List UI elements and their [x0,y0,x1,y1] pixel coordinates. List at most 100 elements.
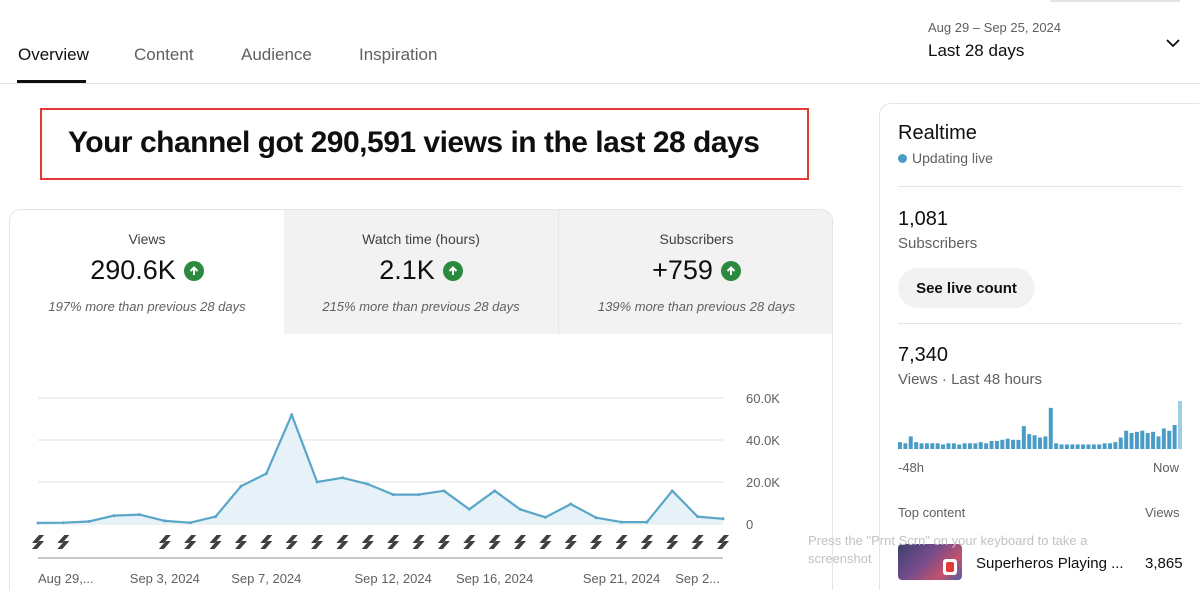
views-column-heading: Views [1145,505,1180,520]
date-range-label: Last 28 days [928,41,1025,60]
realtime-bar [1086,444,1091,449]
realtime-bar [994,441,999,449]
upload-marker-icon [640,535,653,549]
realtime-subscribers-label: Subscribers [898,235,978,252]
top-content-views: 3,865 [1145,555,1183,572]
tab-content[interactable]: Content [134,45,194,64]
tab-inspiration[interactable]: Inspiration [359,45,438,64]
realtime-views-value: 7,340 [898,344,949,366]
realtime-bar [1151,431,1156,449]
data-point [264,472,268,476]
data-point [442,489,446,493]
realtime-bar [968,443,972,449]
arrow-up-icon [183,260,204,281]
metric-label: Subscribers [659,231,734,247]
realtime-bar [1043,436,1048,449]
upload-marker-icon [615,535,628,549]
realtime-bar [978,442,983,449]
realtime-bar [898,442,902,449]
realtime-axis-end: Now [1153,460,1180,475]
data-point [112,514,116,518]
realtime-bar [951,443,956,449]
date-range-selector[interactable]: Aug 29 – Sep 25, 2024 Last 28 days [928,20,1061,61]
see-live-count-button[interactable]: See live count [898,268,1035,308]
realtime-bar [1005,438,1010,449]
metric-tab-watch-time[interactable]: Watch time (hours) 2.1K 215% more than p… [284,210,558,334]
realtime-card: Realtime Updating live 1,081 Subscribers… [879,103,1200,590]
data-point [493,489,497,493]
divider [898,186,1182,187]
data-point [214,515,218,519]
data-point [87,519,91,523]
realtime-bar [1021,426,1026,449]
y-tick-label: 20.0K [746,475,780,490]
y-tick-label: 60.0K [746,391,780,406]
x-tick-label: Sep 7, 2024 [231,571,301,586]
x-tick-label: Sep 21, 2024 [583,571,660,586]
data-point [620,520,624,524]
date-range-dates: Aug 29 – Sep 25, 2024 [928,20,1062,35]
upload-marker-icon [666,535,679,549]
upload-marker-icon [158,535,171,549]
live-status: Updating live [898,150,993,166]
upload-marker-icon [387,535,400,549]
realtime-bar [1032,435,1037,449]
realtime-bar [1048,407,1053,449]
video-thumbnail[interactable] [898,544,962,580]
upload-marker-icon [590,535,603,549]
realtime-bar [957,444,962,449]
header-edge [1050,0,1180,2]
x-tick-label: Aug 29,... [38,571,94,586]
metric-value: 290.6K [90,255,176,285]
x-tick-label: Sep 12, 2024 [355,571,432,586]
realtime-bar [1000,439,1005,449]
data-point [61,521,65,525]
realtime-views-label: Views · Last 48 hours [898,371,1042,388]
data-point [366,482,370,486]
realtime-bar [1091,444,1096,449]
realtime-bar [924,443,929,449]
metric-comparison: 197% more than previous 28 days [48,299,246,314]
realtime-bar [1054,443,1059,449]
divider [898,323,1182,324]
y-tick-label: 0 [746,517,753,532]
x-tick-label: Sep 3, 2024 [130,571,200,586]
realtime-bar [1172,425,1177,449]
active-tab-indicator [17,80,86,83]
realtime-bar [1124,430,1129,449]
realtime-bar [1178,401,1182,449]
upload-marker-icon [514,535,527,549]
page-headline: Your channel got 290,591 views in the la… [68,126,760,159]
views-chart: 60.0K 40.0K 20.0K 0 Aug 29,... Sep 3, 2024 Sep… [32,391,780,586]
data-point [518,507,522,511]
metric-tab-subscribers[interactable]: Subscribers +759 139% more than previous… [558,210,832,334]
tab-audience[interactable]: Audience [241,45,312,64]
upload-marker-icon [463,535,476,549]
realtime-bar [1064,444,1069,449]
data-point [239,484,243,488]
realtime-bar [1134,431,1139,449]
top-content-heading: Top content [898,505,966,520]
realtime-bar [1081,444,1086,449]
chevron-down-icon[interactable] [1164,34,1182,52]
series-area [38,414,723,524]
data-point [467,507,471,511]
upload-marker-icon [336,535,349,549]
data-point [188,521,192,525]
realtime-bar [1167,430,1172,449]
data-point [543,515,547,519]
realtime-bar [1070,444,1075,449]
metric-comparison: 215% more than previous 28 days [322,299,520,314]
metric-tab-views[interactable]: Views 290.6K 197% more than previous 28 … [10,210,284,334]
realtime-bar [1075,444,1080,449]
tab-overview[interactable]: Overview [18,45,89,64]
realtime-bar [989,441,994,449]
data-point [290,413,294,417]
upload-marker-icon [209,535,222,549]
data-point [315,480,319,484]
realtime-bar [1027,434,1032,449]
upload-marker-icon [488,535,501,549]
metric-value: 2.1K [379,255,435,285]
top-content-title[interactable]: Superheros Playing ... [976,555,1124,572]
